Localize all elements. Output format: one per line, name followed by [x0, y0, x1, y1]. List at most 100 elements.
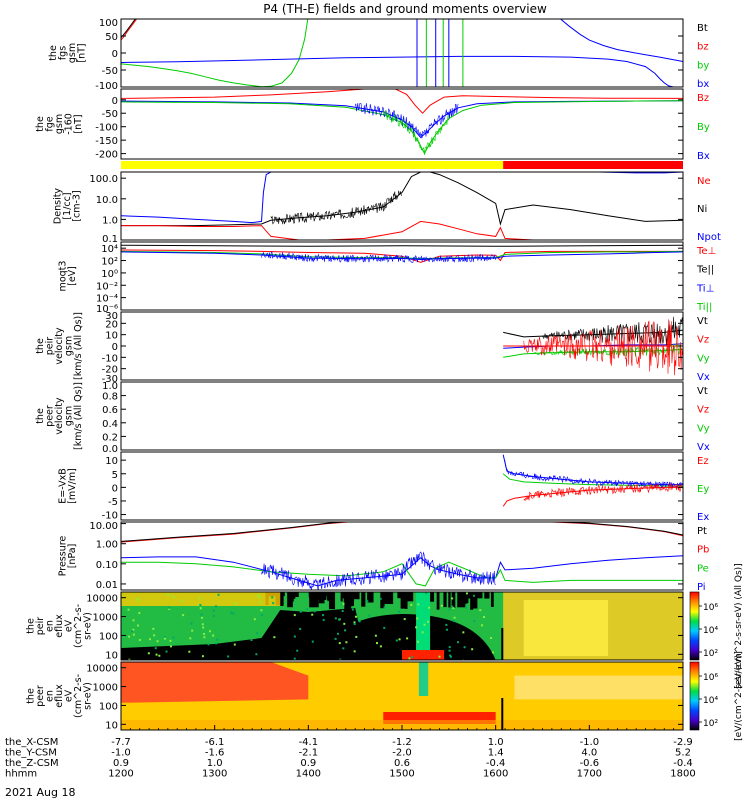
heatmap-cell [355, 635, 358, 638]
y-tick-label: -100 [95, 81, 118, 92]
legend-entry: Bx [697, 151, 710, 162]
y-axis-label: -160 [64, 113, 75, 135]
heatmap-cell [203, 636, 206, 639]
x-tick-label: 5.2 [675, 748, 691, 759]
heatmap-cell [436, 592, 440, 610]
legend-entry: by [697, 60, 709, 71]
legend-entry: Vy [697, 353, 710, 364]
x-tick-label: 1.4 [488, 748, 504, 759]
y-axis-label: [1/cc] [62, 192, 73, 219]
heatmap-cell [463, 646, 466, 649]
heatmap-cell [380, 592, 385, 609]
heatmap-cell [366, 600, 369, 603]
heatmap-cell [198, 604, 201, 607]
y-axis-label: fge [45, 116, 56, 131]
legend-entry: Vt [697, 386, 708, 397]
heatmap-cell [470, 592, 474, 610]
heatmap-cell [342, 647, 345, 650]
heatmap-cell [201, 623, 204, 626]
heatmap-cell [428, 606, 431, 609]
legend-entry: Ez [697, 456, 709, 467]
panel-density: Ne Ni Npot 100.0 10.0 1.0 0.1 Density[1/cc][cm-… [53, 171, 721, 245]
heatmap-cell [163, 637, 166, 640]
x-tick-label: 1.0 [207, 758, 223, 769]
heatmap-cell [207, 643, 210, 646]
heatmap-cell [293, 614, 296, 617]
y-tick-label: 100 [99, 701, 118, 712]
colorbar-label: [eV/(cm^2-s-sr-eV) (All Qs)] [734, 563, 744, 688]
legend-entry: Ey [697, 484, 709, 495]
y-tick-label: 100 [99, 18, 118, 29]
legend-entry: Pb [697, 545, 709, 556]
heatmap-cell [253, 618, 256, 621]
y-tick-label: 10.0 [96, 195, 118, 206]
heatmap-cell [230, 611, 233, 614]
heatmap-cell [154, 647, 157, 650]
series-noise [261, 251, 496, 264]
heatmap-cell [448, 646, 451, 649]
x-tick-label: 1800 [670, 769, 695, 780]
y-tick-label: 0 [112, 96, 118, 107]
y-tick-label: 0.8 [102, 392, 118, 403]
colorbar-label: [eV/(cm^2-s-sr-eV)] [734, 651, 744, 741]
y-tick-label: 10⁻² [96, 281, 118, 292]
y-tick-label: -30 [102, 374, 118, 385]
x-tick-label: -2.1 [299, 748, 319, 759]
y-axis-label: peir [45, 337, 56, 356]
heatmap-cell [421, 631, 424, 634]
y-axis-label: fgs [57, 46, 68, 60]
heatmap-cell [287, 592, 293, 608]
y-axis-label: [km/s (All Qs)] [73, 382, 84, 450]
legend-entry: Vx [697, 372, 710, 383]
heatmap-cell [411, 656, 414, 659]
panel-data [121, 592, 683, 660]
y-axis-label: eflux [54, 614, 65, 638]
heatmap-cell [322, 614, 325, 617]
heatmap-cell [457, 592, 466, 608]
heatmap-cell [398, 610, 401, 613]
heatmap-cell [355, 615, 358, 618]
heatmap-cell [384, 592, 394, 604]
legend-entry: Ti|| [696, 302, 712, 313]
heatmap-cell [128, 658, 131, 660]
heatmap-cell [338, 618, 341, 621]
y-tick-label: 10.00 [89, 521, 118, 532]
legend-entry: Pe [697, 563, 709, 574]
heatmap-cell [309, 592, 319, 608]
heatmap-cell [480, 624, 483, 627]
y-tick-label: 10000 [86, 594, 118, 605]
heatmap-cell [449, 654, 452, 657]
heatmap-cell [311, 640, 314, 643]
x-tick-label: 1600 [483, 769, 508, 780]
heatmap-cell [448, 592, 451, 608]
heatmap-cell [136, 597, 139, 600]
panels: Btbzbybx100500-50-100thefgsgsm[nT]BzByBx… [26, 18, 745, 741]
heatmap-cell [147, 652, 150, 655]
x-tick-label: -6.1 [205, 737, 225, 748]
heatmap-cell [256, 632, 259, 635]
series-line [502, 454, 683, 486]
heatmap-cell [165, 650, 168, 653]
y-axis-label: (cm^2-s- [73, 674, 84, 718]
heatmap-cell [374, 634, 377, 637]
heatmap-cell [423, 623, 426, 626]
heatmap-cell [484, 592, 490, 599]
heatmap-cell [361, 592, 366, 607]
series-line [121, 19, 138, 41]
legend-entry: Te|| [696, 265, 714, 276]
x-tick-label: 1200 [108, 769, 133, 780]
heatmap-cell [462, 631, 465, 634]
legend-entry: bx [697, 79, 709, 90]
heatmap-cell [376, 642, 379, 645]
heatmap-cell [202, 626, 205, 629]
series-line [559, 19, 683, 62]
heatmap-cell [163, 636, 166, 639]
x-tick-label: 0.9 [113, 758, 129, 769]
legend-entry: Pt [697, 526, 707, 537]
heatmap-cell [351, 608, 354, 611]
x-tick-label: -7.7 [111, 737, 131, 748]
heatmap-cell [309, 592, 312, 598]
series-noise [383, 110, 450, 155]
heatmap-cell [471, 648, 474, 651]
